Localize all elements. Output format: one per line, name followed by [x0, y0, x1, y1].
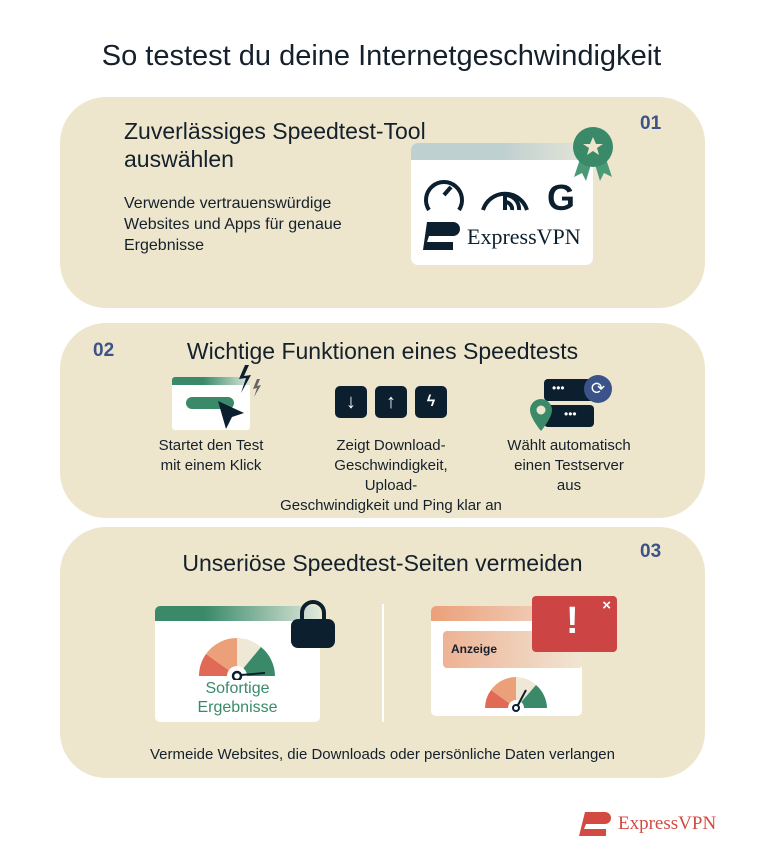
lightning-icon — [239, 365, 261, 397]
award-ribbon-icon — [573, 127, 613, 181]
close-icon[interactable]: × — [602, 597, 611, 614]
step-3-card: 03 Unseriöse Speedtest-Seiten vermeiden … — [60, 527, 705, 778]
download-icon: ↓ — [335, 386, 367, 418]
footer-expressvpn-logo — [579, 812, 611, 836]
click-start-icon — [172, 377, 250, 430]
alert-icon: ! — [566, 600, 579, 642]
step-number: 03 — [640, 541, 662, 562]
step-1-card: 01 Zuverlässiges Speedtest-Tool auswähle… — [60, 97, 705, 308]
footer-brand: ExpressVPN — [618, 813, 717, 834]
step-title: Wichtige Funktionen eines Speedtests — [186, 338, 579, 364]
title-line: auswählen — [124, 146, 234, 172]
expressvpn-brand: ExpressVPN — [467, 224, 581, 249]
scam-site-window: Anzeige — [431, 606, 582, 716]
server-location-icon: ••• ••• ⟳ — [528, 375, 614, 435]
location-pin-icon — [530, 399, 552, 431]
speed-tool-icons: G — [424, 177, 575, 213]
step-title: Zuverlässiges Speedtest-Tool auswählen — [124, 117, 426, 173]
feature-label: Wählt automatisch einen Testserver aus — [507, 437, 631, 494]
speed-signal-icon — [481, 191, 529, 211]
speed-gauge — [199, 638, 275, 680]
step-number: 01 — [640, 113, 662, 134]
step-2-card: 02 Wichtige Funktionen eines Speedtests … — [60, 323, 705, 518]
speed-gauge — [485, 677, 547, 712]
upload-icon: ↑ — [375, 386, 407, 418]
feature-label: Zeigt Download- Geschwindigkeit, Upload- Ge… — [280, 437, 502, 514]
speedtest-tools-window: G ExpressVPN — [411, 143, 593, 265]
refresh-icon: ⟳ — [584, 375, 612, 403]
step-number: 02 — [93, 340, 115, 361]
ad-label: Anzeige — [451, 642, 498, 656]
lock-icon — [291, 600, 335, 648]
google-g-icon: G — [547, 177, 575, 213]
desc-line: Verwende vertrauenswürdige — [124, 195, 332, 212]
step-description: Verwende vertrauenswürdige Websites und … — [124, 193, 342, 256]
desc-line: Websites und Apps für genaue — [124, 216, 342, 233]
feature-label: Startet den Test mit einem Klick — [158, 437, 264, 474]
instant-results-label: Sofortige Ergebnisse — [197, 680, 278, 716]
desc-line: Ergebnisse — [124, 237, 205, 254]
speedometer-icon — [424, 180, 464, 212]
step-footer: Vermeide Websites, die Downloads oder pe… — [150, 746, 615, 763]
step-title: Unseriöse Speedtest-Seiten vermeiden — [182, 550, 583, 576]
window-header — [411, 143, 593, 160]
divider — [382, 604, 384, 722]
title-line: Zuverlässiges Speedtest-Tool — [124, 118, 426, 144]
expressvpn-logo — [423, 222, 460, 250]
warning-popup: ! × — [532, 596, 617, 652]
ping-icon: ϟ — [415, 386, 447, 418]
page-title: So testest du deine Internetgeschwindigk… — [101, 40, 662, 72]
